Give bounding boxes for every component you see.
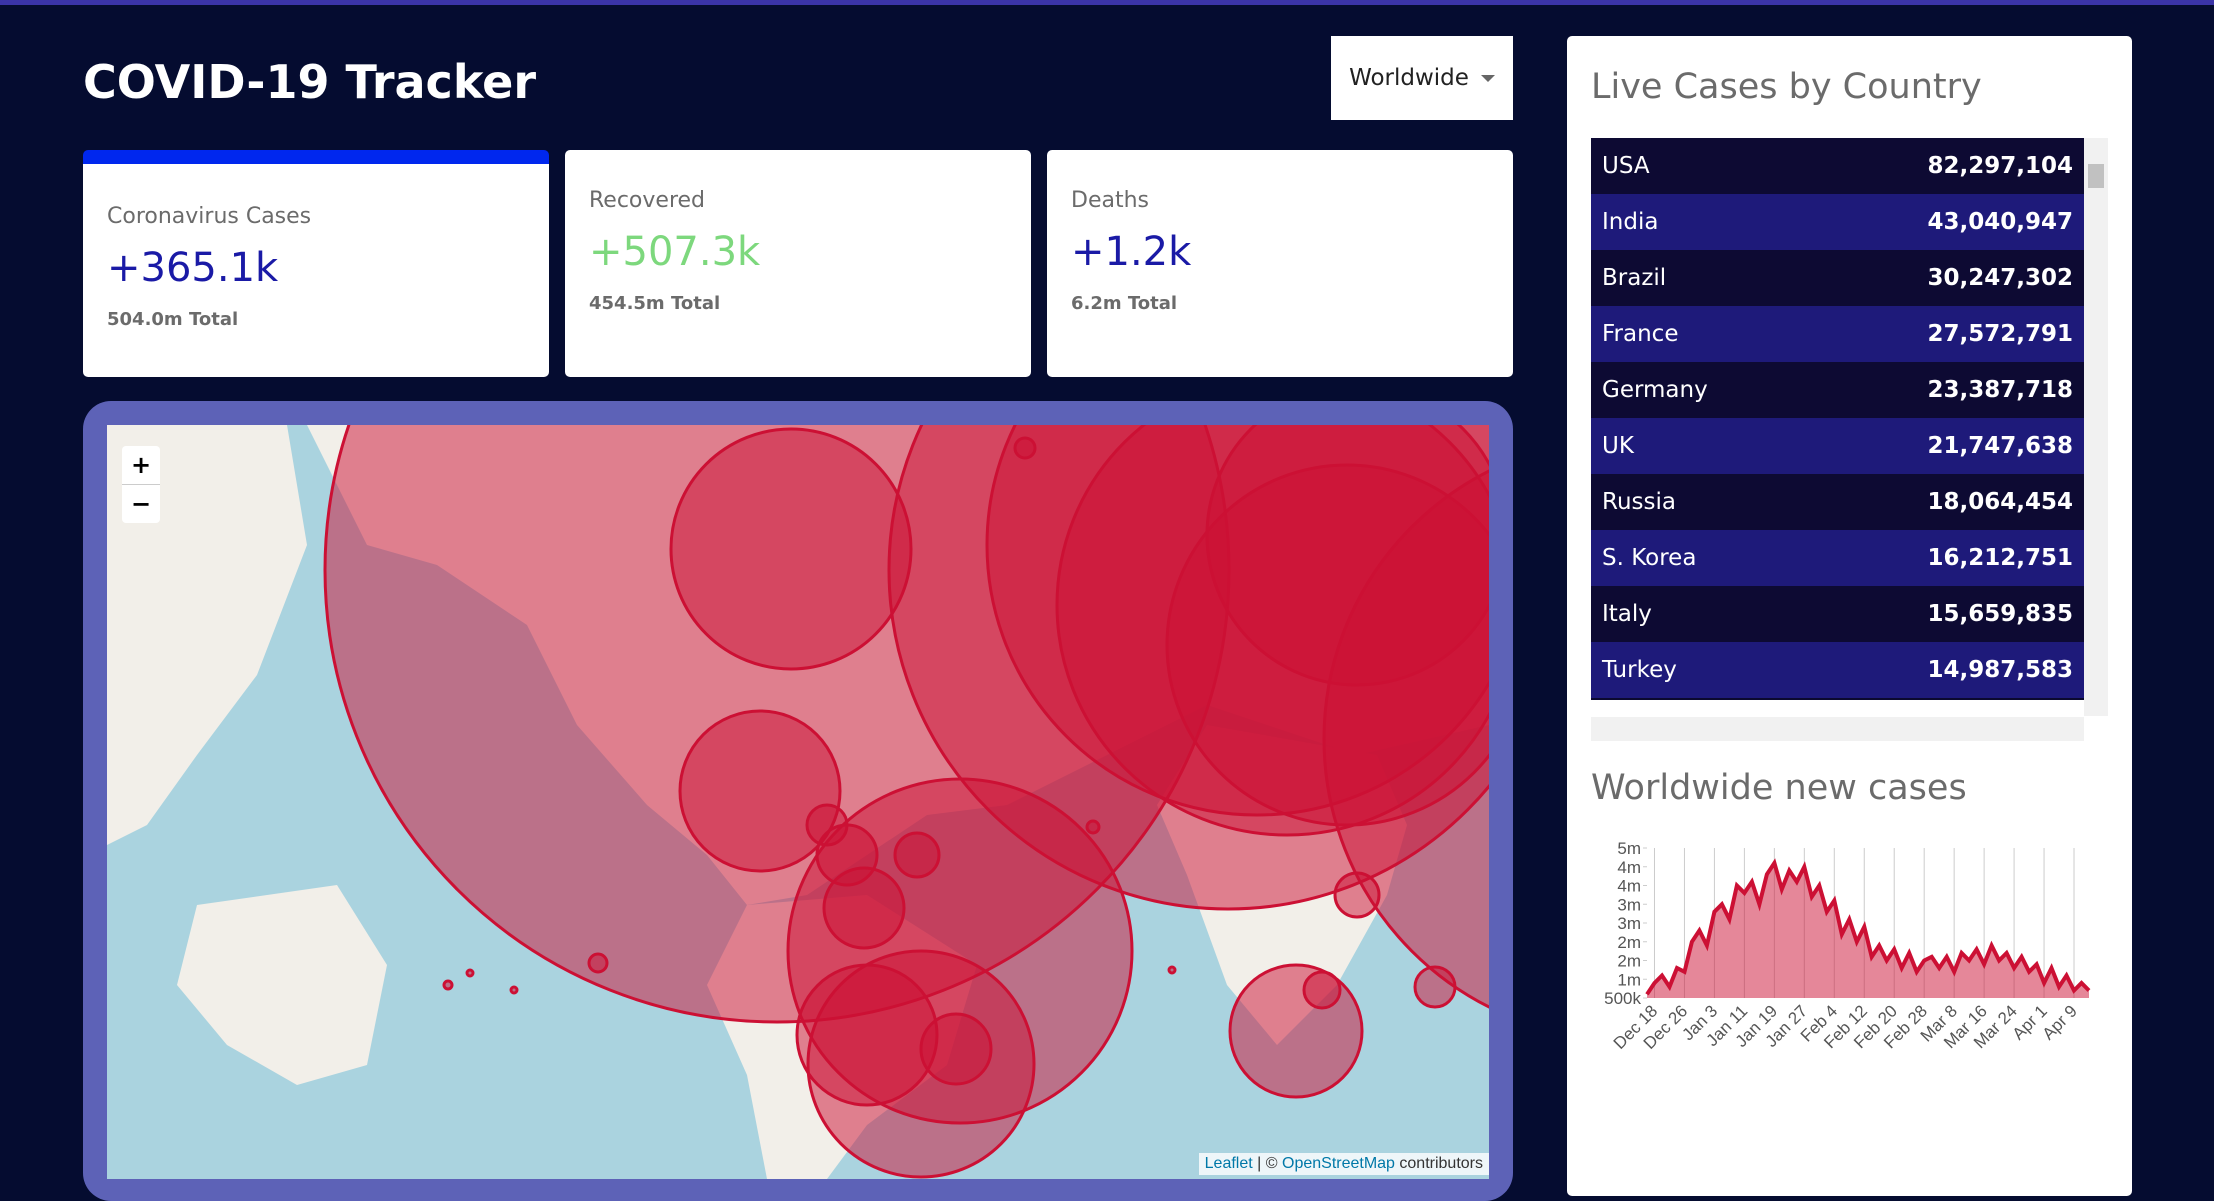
- case-circle[interactable]: [1228, 963, 1364, 1099]
- case-circle[interactable]: [465, 968, 475, 978]
- country-name: Italy: [1602, 601, 1652, 627]
- stat-value: +507.3k: [589, 229, 761, 275]
- country-name: Turkey: [1602, 657, 1677, 683]
- chart-title: Worldwide new cases: [1591, 768, 1967, 808]
- stat-total: 504.0m Total: [107, 309, 239, 330]
- case-circle[interactable]: [1302, 970, 1342, 1010]
- country-name: India: [1602, 209, 1659, 235]
- land-australia: [177, 885, 387, 1085]
- horizontal-scrollbar[interactable]: [1591, 717, 2084, 741]
- case-circle[interactable]: [678, 709, 842, 873]
- y-tick-label: 1m: [1617, 970, 1641, 989]
- case-circle[interactable]: [919, 1012, 993, 1086]
- case-count: 43,040,947: [1927, 209, 2073, 235]
- case-circle[interactable]: [795, 963, 939, 1107]
- y-tick-label: 2m: [1617, 952, 1641, 971]
- app-title: COVID-19 Tracker: [83, 55, 537, 109]
- table-row: S. Korea 16,212,751: [1591, 530, 2084, 586]
- case-circle[interactable]: [509, 985, 519, 995]
- case-count: 14,987,583: [1927, 657, 2073, 683]
- table-row: UK 21,747,638: [1591, 418, 2084, 474]
- case-circle[interactable]: [1167, 965, 1177, 975]
- map-attribution: Leaflet | © OpenStreetMap contributors: [1198, 1153, 1489, 1175]
- case-circle[interactable]: [1085, 819, 1101, 835]
- land-asia: [107, 425, 307, 845]
- country-name: USA: [1602, 153, 1650, 179]
- stat-total: 454.5m Total: [589, 293, 721, 314]
- country-name: Brazil: [1602, 265, 1667, 291]
- case-count: 16,212,751: [1927, 545, 2073, 571]
- dropdown-caret: [1480, 74, 1495, 82]
- zoom-out-button[interactable]: −: [122, 485, 160, 523]
- area: [1647, 863, 2089, 998]
- case-circle[interactable]: [442, 979, 454, 991]
- case-circle[interactable]: [805, 803, 849, 847]
- case-count: 18,064,454: [1927, 489, 2073, 515]
- case-count: 21,747,638: [1927, 433, 2073, 459]
- case-circle[interactable]: [1413, 965, 1457, 1009]
- x-tick-label: Apr 9: [2039, 1001, 2081, 1043]
- case-circle[interactable]: [669, 427, 913, 671]
- case-count: 27,572,791: [1927, 321, 2073, 347]
- stat-value: +1.2k: [1071, 229, 1192, 275]
- y-tick-label: 3m: [1617, 914, 1641, 933]
- y-tick-label: 4m: [1617, 877, 1641, 896]
- attribution-suffix: contributors: [1399, 1155, 1483, 1172]
- attribution-separator: | ©: [1257, 1155, 1278, 1172]
- leaflet-link[interactable]: Leaflet: [1204, 1155, 1253, 1172]
- stat-card[interactable]: Coronavirus Cases +365.1k 504.0m Total: [83, 150, 549, 377]
- y-tick-label: 5m: [1617, 839, 1641, 858]
- case-circles: [323, 425, 1489, 1179]
- table-row: Germany 23,387,718: [1591, 362, 2084, 418]
- country-name: Russia: [1602, 489, 1676, 515]
- case-count: 30,247,302: [1927, 265, 2073, 291]
- y-tick-label: 4m: [1617, 858, 1641, 877]
- stat-total: 6.2m Total: [1071, 293, 1178, 314]
- table-row: Brazil 30,247,302: [1591, 250, 2084, 306]
- country-name: S. Korea: [1602, 545, 1697, 571]
- country-dropdown[interactable]: Worldwide: [1331, 36, 1513, 120]
- stat-title: Recovered: [589, 188, 706, 213]
- table-row: Turkey 14,987,583: [1591, 642, 2084, 698]
- case-circle[interactable]: [1322, 439, 1489, 1039]
- osm-link[interactable]: OpenStreetMap: [1282, 1155, 1395, 1172]
- table-title: Live Cases by Country: [1591, 67, 1982, 107]
- table-row: Russia 18,064,454: [1591, 474, 2084, 530]
- table-row: Italy 15,659,835: [1591, 586, 2084, 642]
- case-count: 15,659,835: [1927, 601, 2073, 627]
- table-row: France 27,572,791: [1591, 306, 2084, 362]
- case-circle[interactable]: [587, 952, 609, 974]
- country-table[interactable]: USA 82,297,104 India 43,040,947 Brazil 30,247…: [1591, 138, 2084, 700]
- line: [1645, 858, 2091, 996]
- country-name: Germany: [1602, 377, 1708, 403]
- stat-card[interactable]: Recovered +507.3k 454.5m Total: [565, 150, 1031, 377]
- y-tick-label: 500k: [1604, 989, 1641, 1008]
- country-name: France: [1602, 321, 1679, 347]
- table-row: USA 82,297,104: [1591, 138, 2084, 194]
- stat-card[interactable]: Deaths +1.2k 6.2m Total: [1047, 150, 1513, 377]
- scroll-thumb[interactable]: [2088, 164, 2104, 188]
- y-tick-label: 3m: [1617, 895, 1641, 914]
- case-count: 23,387,718: [1927, 377, 2073, 403]
- case-circle[interactable]: [1333, 871, 1381, 919]
- country-name: UK: [1602, 433, 1634, 459]
- stat-title: Deaths: [1071, 188, 1149, 213]
- y-tick-label: 2m: [1617, 933, 1641, 952]
- vertical-scrollbar[interactable]: [2084, 138, 2108, 716]
- stat-title: Coronavirus Cases: [107, 204, 312, 229]
- case-circle[interactable]: [893, 831, 941, 879]
- table-row: India 43,040,947: [1591, 194, 2084, 250]
- zoom-in-button[interactable]: +: [122, 446, 160, 485]
- case-count: 82,297,104: [1927, 153, 2073, 179]
- dropdown-label: Worldwide: [1349, 65, 1469, 91]
- case-circle[interactable]: [1013, 436, 1037, 460]
- map[interactable]: [107, 425, 1489, 1179]
- stat-value: +365.1k: [107, 245, 279, 291]
